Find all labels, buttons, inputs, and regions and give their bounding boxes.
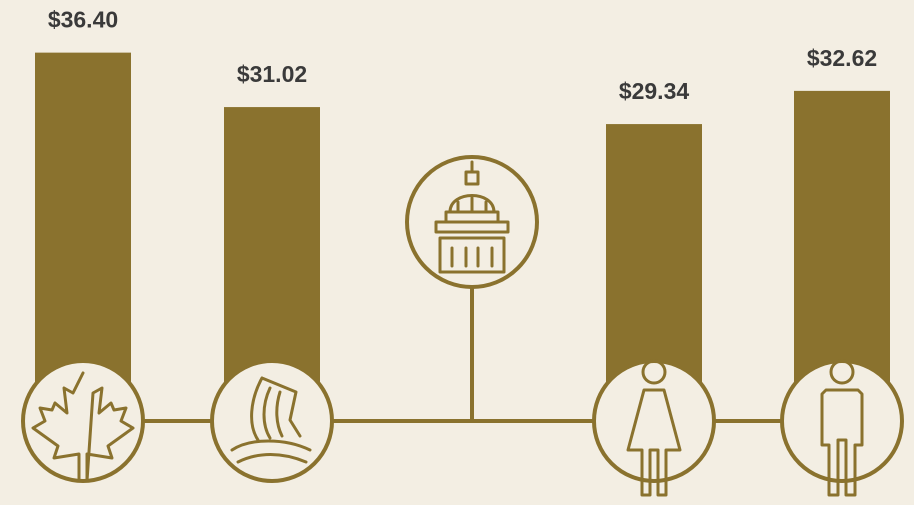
man-icon <box>820 359 864 497</box>
value-label: $36.40 <box>48 7 118 33</box>
capitol-icon <box>434 160 510 274</box>
icon-circle <box>592 359 716 483</box>
value-label: $29.34 <box>619 78 690 104</box>
icon-circle <box>780 359 904 483</box>
ship-icon <box>230 376 312 464</box>
maple-leaf-icon <box>31 371 135 483</box>
icons <box>21 155 904 497</box>
icon-circle <box>21 359 145 483</box>
value-label: $32.62 <box>807 45 877 71</box>
icon-circle <box>210 359 334 483</box>
woman-icon <box>626 359 682 497</box>
value-label: $31.02 <box>237 61 307 87</box>
